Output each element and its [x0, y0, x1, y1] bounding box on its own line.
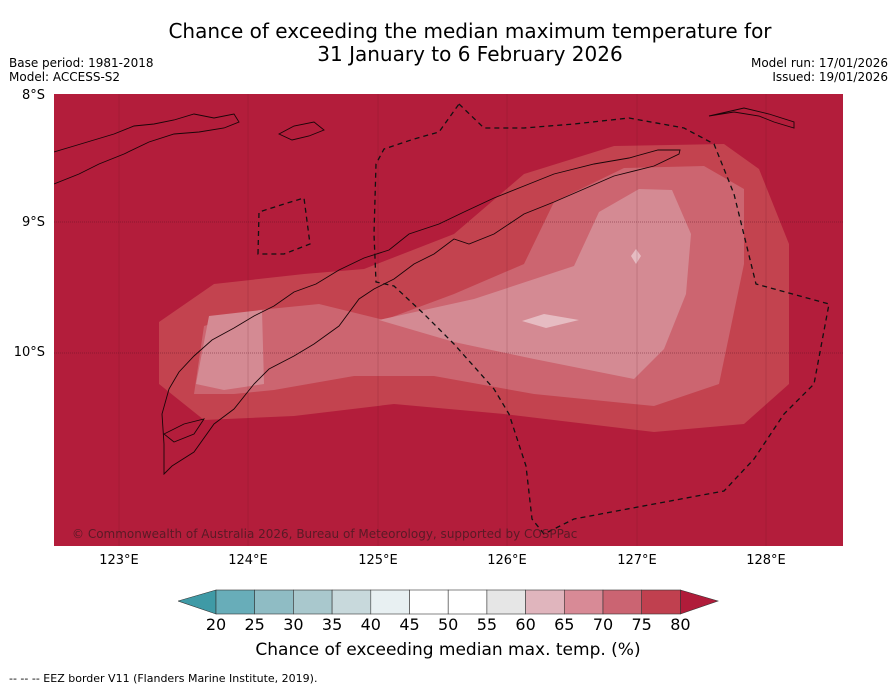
- meridians: [118, 94, 767, 546]
- lon-label-125e: 125°E: [358, 553, 398, 568]
- base-period: Base period: 1981-2018: [9, 56, 154, 70]
- colorbar-segment: [409, 589, 449, 615]
- lat-label-9s: 9°S: [21, 215, 45, 230]
- title-line-1: Chance of exceeding the median maximum t…: [168, 19, 772, 43]
- lat-label-10s: 10°S: [13, 345, 45, 360]
- colorbar-segment: [293, 589, 333, 615]
- map-title: Chance of exceeding the median maximum t…: [120, 20, 820, 66]
- colorbar-tick-label: 25: [244, 615, 265, 634]
- colorbar-tick-label: 60: [515, 615, 536, 634]
- colorbar-tick-label: 55: [476, 615, 498, 634]
- map-area: [54, 94, 843, 546]
- colorbar-tick-label: 65: [554, 615, 575, 634]
- band-65: [196, 189, 691, 390]
- colorbar-segment: [331, 589, 372, 615]
- colorbar-segment: [254, 589, 294, 615]
- colorbar-tick-label: 45: [399, 615, 420, 634]
- colorbar-tick-label: 30: [283, 615, 304, 634]
- coast-roti: [163, 418, 206, 443]
- colorbar-segment: [486, 589, 526, 615]
- coast-wetar: [708, 107, 795, 129]
- coast-timor: [161, 149, 681, 476]
- meta-right: Model run: 17/01/2026 Issued: 19/01/2026: [751, 56, 888, 84]
- title-line-2: 31 January to 6 February 2026: [317, 42, 623, 66]
- colorbar-tick-label: 50: [438, 615, 459, 634]
- model-run: Model run: 17/01/2026: [750, 56, 888, 70]
- graticule: [54, 221, 843, 354]
- lon-label-126e: 126°E: [487, 553, 527, 568]
- colorbar-arrow-low: [178, 589, 217, 615]
- colorbar-tick-label: 70: [592, 615, 614, 634]
- colorbar-segment: [215, 589, 256, 615]
- eez-border: [257, 103, 830, 535]
- colorbar-tick-label: 80: [670, 615, 691, 634]
- colorbar-segment: [602, 589, 643, 615]
- band-60: [522, 249, 641, 328]
- colorbar-segment: [525, 589, 565, 615]
- coast-flores: [54, 113, 240, 185]
- model-name: Model: ACCESS-S2: [9, 70, 121, 84]
- map-svg: [54, 94, 843, 546]
- colorbar-segment: [641, 589, 681, 615]
- colorbar: [178, 589, 719, 615]
- colorbar-segment: [447, 589, 488, 615]
- colorbar-tick-label: 40: [360, 615, 381, 634]
- coast-alor: [277, 121, 325, 141]
- colorbar-tick-label: 20: [205, 615, 227, 634]
- colorbar-arrow-high: [680, 589, 719, 615]
- lat-label-8s: 8°S: [21, 88, 45, 103]
- coastlines: [54, 107, 795, 476]
- lon-label-128e: 128°E: [746, 553, 786, 568]
- issued-date: Issued: 19/01/2026: [772, 70, 888, 84]
- colorbar-label: Chance of exceeding median max. temp. (%…: [255, 640, 641, 660]
- lon-label-123e: 123°E: [99, 553, 139, 568]
- eez-legend-footer: -- -- -- EEZ border V11 (Flanders Marine…: [9, 672, 318, 685]
- lon-label-127e: 127°E: [617, 553, 657, 568]
- lon-label-124e: 124°E: [228, 553, 268, 568]
- colorbar-tick-label: 35: [321, 615, 343, 634]
- copyright-notice: © Commonwealth of Australia 2026, Bureau…: [72, 527, 578, 541]
- colorbar-segment: [370, 589, 410, 615]
- colorbar-segment: [563, 589, 604, 615]
- meta-left: Base period: 1981-2018 Model: ACCESS-S2: [9, 56, 154, 84]
- colorbar-tick-label: 75: [631, 615, 652, 634]
